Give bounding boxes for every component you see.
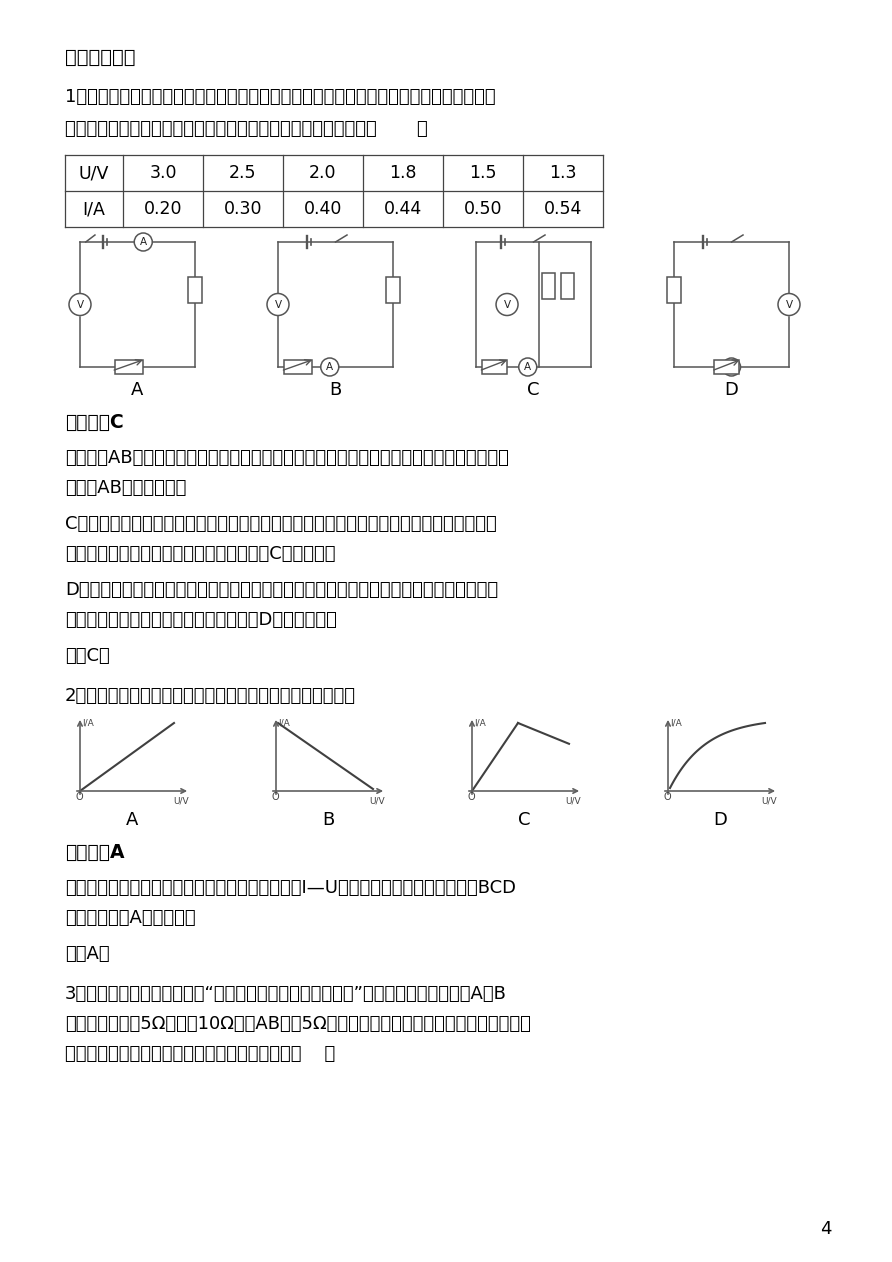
Text: 两点间的电阔〔5Ω更换为10Ω后（AB间接5Ω电阔器时变阔器滑片位置如图所示），为了: 两点间的电阔〔5Ω更换为10Ω后（AB间接5Ω电阔器时变阔器滑片位置如图所示），… (65, 1015, 531, 1034)
Text: 【解析】AB．电压表均测量电源电压，当滑动变阔器的滑片移动时，电压表示数不会发生变: 【解析】AB．电压表均测量电源电压，当滑动变阔器的滑片移动时，电压表示数不会发生… (65, 449, 508, 467)
Text: V: V (503, 299, 510, 309)
Text: 故选A。: 故选A。 (65, 945, 110, 963)
Bar (114, 360, 143, 374)
Text: 化，故AB不符合题意；: 化，故AB不符合题意； (65, 480, 186, 497)
Text: U/V: U/V (369, 798, 385, 806)
Text: I/A: I/A (83, 199, 105, 218)
Text: D: D (713, 811, 727, 829)
Text: U/V: U/V (762, 798, 777, 806)
Text: 2.0: 2.0 (310, 164, 337, 182)
Text: C: C (527, 381, 540, 399)
Text: C: C (517, 811, 530, 829)
Text: 2.5: 2.5 (229, 164, 257, 182)
Bar (667, 276, 681, 303)
Text: 0.30: 0.30 (224, 199, 262, 218)
Text: A: A (728, 362, 735, 372)
Circle shape (321, 358, 339, 376)
Text: 4: 4 (821, 1220, 831, 1238)
Bar (482, 360, 507, 374)
Text: D．电压表测的是定值电阔的电压，电流表也是通过定值电阔的电流，当电阔一定时，电流: D．电压表测的是定值电阔的电压，电流表也是通过定值电阔的电流，当电阔一定时，电流 (65, 581, 498, 599)
Text: O: O (271, 793, 278, 801)
Text: 【解析】当电阔一定时，电路与电压成正比，故其I—U图像为一条过原点的直线，故BCD: 【解析】当电阔一定时，电路与电压成正比，故其I—U图像为一条过原点的直线，故BC… (65, 880, 516, 897)
Text: 二、提升训练: 二、提升训练 (65, 48, 136, 67)
Text: I/A: I/A (474, 718, 486, 727)
Text: B: B (329, 381, 342, 399)
Text: 1．某学习小组在一次实验探究中利用电压表和电流表测得了多组数据，记录如下表。请根: 1．某学习小组在一次实验探究中利用电压表和电流表测得了多组数据，记录如下表。请根 (65, 88, 496, 106)
Text: O: O (75, 793, 83, 801)
Text: 【答案】C: 【答案】C (65, 413, 124, 432)
Text: I/A: I/A (82, 718, 94, 727)
Circle shape (519, 358, 537, 376)
Text: U/V: U/V (78, 164, 109, 182)
Bar (542, 274, 555, 299)
Text: 1.8: 1.8 (389, 164, 417, 182)
Text: V: V (786, 299, 793, 309)
Text: A: A (126, 811, 138, 829)
Text: 0.40: 0.40 (304, 199, 343, 218)
Text: V: V (275, 299, 282, 309)
Text: 1.3: 1.3 (549, 164, 577, 182)
Text: 路中的电流增大，与表中数据规律相符，故C符合题意；: 路中的电流增大，与表中数据规律相符，故C符合题意； (65, 545, 335, 563)
Text: O: O (663, 793, 671, 801)
Text: B: B (322, 811, 334, 829)
Text: D: D (724, 381, 739, 399)
Text: 探究上述问题，他接下来应该采取的唯一操作是（    ）: 探究上述问题，他接下来应该采取的唯一操作是（ ） (65, 1045, 335, 1063)
Bar (386, 276, 400, 303)
Text: 与电压成正比，与表中数据规律不符，故D不符合题意。: 与电压成正比，与表中数据规律不符，故D不符合题意。 (65, 611, 337, 628)
Text: 不符合题意，A符合题意。: 不符合题意，A符合题意。 (65, 909, 195, 928)
Text: A: A (326, 362, 334, 372)
Circle shape (69, 294, 91, 316)
Text: 据表中给出的数据，判断分析出他们实验时的电路可能是图中的（       ）: 据表中给出的数据，判断分析出他们实验时的电路可能是图中的（ ） (65, 120, 428, 138)
Text: 3.0: 3.0 (149, 164, 177, 182)
Text: 1.5: 1.5 (469, 164, 497, 182)
Text: I/A: I/A (278, 718, 290, 727)
Circle shape (496, 294, 518, 316)
Bar (714, 360, 739, 374)
Bar (561, 274, 574, 299)
Bar (188, 276, 202, 303)
Text: A: A (140, 237, 147, 247)
Text: A: A (524, 362, 532, 372)
Circle shape (135, 233, 153, 251)
Text: 故选C。: 故选C。 (65, 647, 110, 665)
Text: 【答案】A: 【答案】A (65, 843, 125, 862)
Text: 2．图中能正确描述，电阔一定时，电流随电压变化的图像是: 2．图中能正确描述，电阔一定时，电流随电压变化的图像是 (65, 687, 356, 705)
Text: 0.44: 0.44 (384, 199, 422, 218)
Text: 3．小刚用如图所示电路探究“一段电路中电流跟电阔的关系”。在此实验过程中，当A、B: 3．小刚用如图所示电路探究“一段电路中电流跟电阔的关系”。在此实验过程中，当A、… (65, 986, 507, 1003)
Text: A: A (131, 381, 144, 399)
Text: C．电压表测的是滑动变阔器的电压，当滑动变阔器的电阔变小是，它两端的电压变小，电: C．电压表测的是滑动变阔器的电压，当滑动变阔器的电阔变小是，它两端的电压变小，电 (65, 515, 497, 533)
Text: 0.20: 0.20 (144, 199, 182, 218)
Circle shape (778, 294, 800, 316)
Text: V: V (77, 299, 84, 309)
Text: I/A: I/A (670, 718, 681, 727)
Text: U/V: U/V (173, 798, 189, 806)
Text: U/V: U/V (566, 798, 581, 806)
Circle shape (267, 294, 289, 316)
Circle shape (723, 358, 740, 376)
Bar (284, 360, 311, 374)
Text: O: O (467, 793, 475, 801)
Text: 0.54: 0.54 (544, 199, 582, 218)
Text: 0.50: 0.50 (464, 199, 502, 218)
